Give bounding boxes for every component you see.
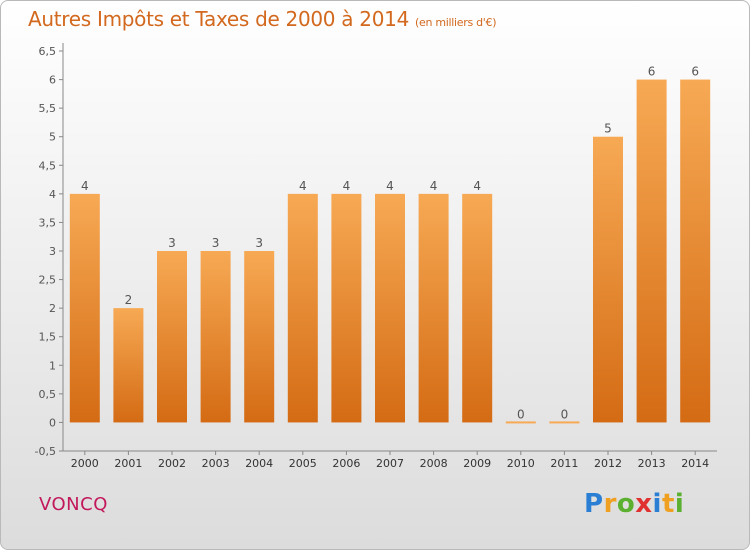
x-tick-label: 2007 xyxy=(376,457,404,470)
logo-letter: t xyxy=(661,489,675,519)
y-tick-label: 0 xyxy=(49,416,56,429)
bar xyxy=(636,79,667,423)
y-tick-label: 3 xyxy=(49,245,56,258)
x-tick-label: 2001 xyxy=(114,457,142,470)
bar xyxy=(593,136,623,423)
data-label: 5 xyxy=(604,122,612,136)
bar xyxy=(331,193,362,423)
y-tick-label: 4 xyxy=(49,188,56,201)
y-tick-label: 3,5 xyxy=(39,216,57,229)
data-label: 2 xyxy=(125,293,133,307)
x-tick-label: 2013 xyxy=(638,457,666,470)
x-tick-label: 2008 xyxy=(420,457,448,470)
x-tick-label: 2003 xyxy=(202,457,230,470)
data-label: 4 xyxy=(386,179,394,193)
y-tick-label: 1,5 xyxy=(39,331,57,344)
x-tick-label: 2012 xyxy=(594,457,622,470)
data-label: 4 xyxy=(343,179,351,193)
y-tick-label: 2 xyxy=(49,302,56,315)
bar xyxy=(157,251,187,423)
bar xyxy=(244,251,275,423)
x-tick-label: 2009 xyxy=(463,457,491,470)
data-label: 4 xyxy=(81,179,89,193)
data-label: 3 xyxy=(168,236,176,250)
x-tick-label: 2011 xyxy=(550,457,578,470)
x-tick-label: 2005 xyxy=(289,457,317,470)
y-tick-label: 0,5 xyxy=(39,388,57,401)
logo-letter: o xyxy=(616,489,636,519)
logo-letter: r xyxy=(603,489,617,519)
data-label: 6 xyxy=(691,65,699,79)
bar xyxy=(287,193,318,423)
x-tick-label: 2006 xyxy=(332,457,360,470)
bar xyxy=(375,193,405,423)
y-tick-label: 6,5 xyxy=(39,45,57,58)
data-label: 0 xyxy=(517,407,525,421)
x-tick-label: 2014 xyxy=(681,457,709,470)
y-tick-label: -0,5 xyxy=(35,445,56,458)
chart-subtitle: (en milliers d'€) xyxy=(415,16,497,29)
data-label: 3 xyxy=(212,236,220,250)
bar xyxy=(462,193,493,423)
x-tick-label: 2002 xyxy=(158,457,186,470)
data-label: 0 xyxy=(561,407,569,421)
proxiti-logo: Proxiti xyxy=(584,489,684,519)
data-label: 3 xyxy=(255,236,263,250)
bar xyxy=(113,308,144,423)
data-label: 4 xyxy=(430,179,438,193)
x-tick-label: 2004 xyxy=(245,457,273,470)
logo-letter: i xyxy=(674,489,685,519)
commune-name: VONCQ xyxy=(39,494,108,515)
logo-letter: x xyxy=(635,489,653,519)
bar xyxy=(680,79,711,423)
x-tick-label: 2000 xyxy=(71,457,99,470)
y-tick-label: 4,5 xyxy=(39,159,57,172)
bar xyxy=(418,193,449,423)
data-label: 4 xyxy=(473,179,481,193)
title-text: Autres Impôts et Taxes de 2000 à 2014 xyxy=(28,7,409,31)
y-tick-label: 2,5 xyxy=(39,274,57,287)
logo-letter: i xyxy=(652,489,662,519)
data-label: 4 xyxy=(299,179,307,193)
chart-title: Autres Impôts et Taxes de 2000 à 2014 (en… xyxy=(28,7,496,31)
bar xyxy=(200,251,231,423)
x-tick-label: 2010 xyxy=(507,457,535,470)
y-tick-label: 5 xyxy=(49,131,56,144)
y-tick-label: 6 xyxy=(49,74,56,87)
bar xyxy=(69,193,100,423)
data-label: 6 xyxy=(648,65,656,79)
y-tick-label: 5,5 xyxy=(39,102,57,115)
y-tick-label: 1 xyxy=(49,359,56,372)
logo-letter: P xyxy=(584,489,604,519)
bar xyxy=(549,421,580,424)
bar xyxy=(505,421,536,424)
